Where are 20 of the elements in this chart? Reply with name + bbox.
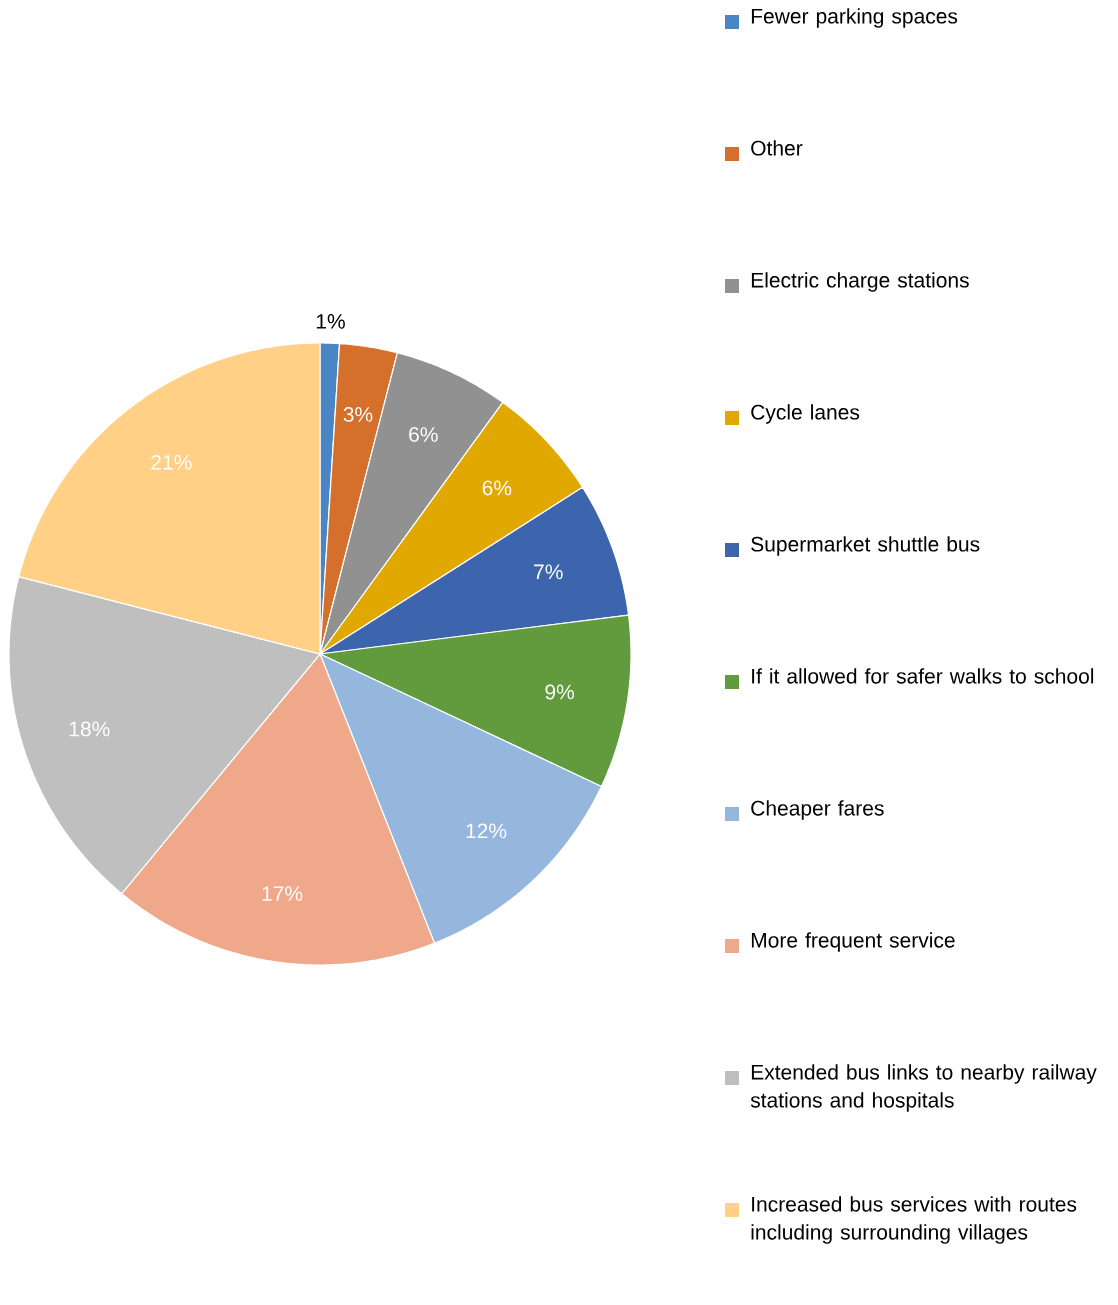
legend-label: More frequent service bbox=[751, 932, 955, 952]
legend-label: Fewer parking spaces bbox=[751, 8, 958, 28]
data-label: 7% bbox=[534, 564, 563, 580]
legend-label: Electric charge stations bbox=[751, 272, 969, 292]
legend-label: If it allowed for safer walks to school bbox=[752, 668, 1094, 684]
legend-label: Extended bus links to nearby railway stations and hospitals bbox=[750, 1064, 1097, 1112]
data-label: 21% bbox=[151, 454, 192, 470]
legend-label: Increased bus services with routes including surrounding villages bbox=[751, 1196, 1077, 1244]
legend-label: Cycle lanes bbox=[751, 404, 860, 424]
data-label: 1% bbox=[316, 314, 345, 329]
data-label: 6% bbox=[409, 427, 438, 442]
legend-label: Cheaper fares bbox=[751, 800, 884, 820]
legend-label: Other bbox=[751, 140, 803, 156]
data-label: 18% bbox=[69, 721, 110, 737]
data-label: 12% bbox=[466, 823, 507, 839]
data-label: 6% bbox=[482, 480, 512, 496]
data-label: 3% bbox=[343, 406, 373, 422]
data-label: 17% bbox=[262, 886, 303, 901]
legend-label: Supermarket shuttle bus bbox=[751, 536, 980, 556]
data-label: 9% bbox=[545, 684, 575, 700]
